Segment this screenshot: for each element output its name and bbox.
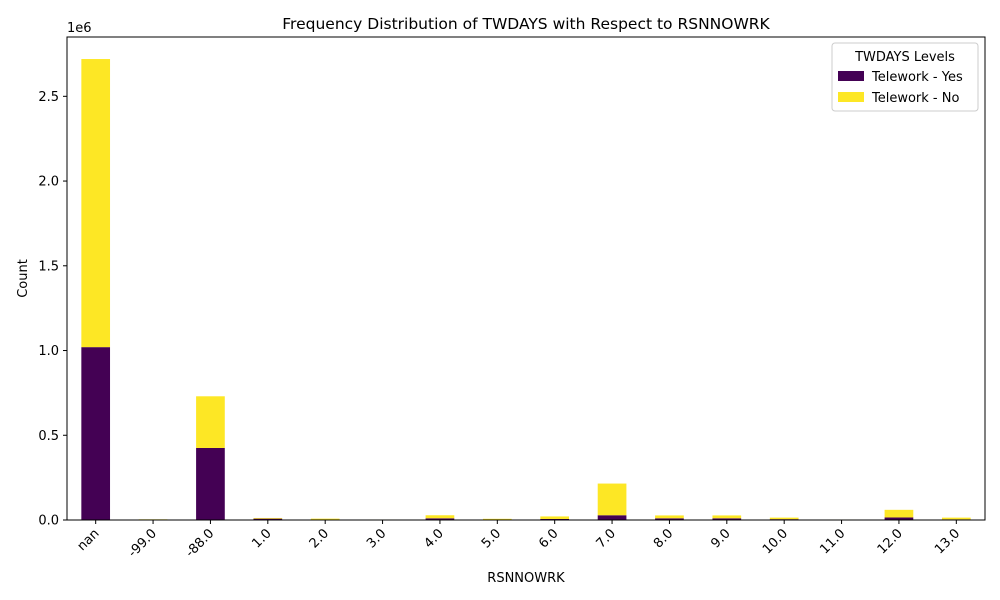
y-axis-offset-label: 1e6 — [67, 21, 92, 36]
x-tick-label: 13.0 — [932, 526, 963, 557]
bar-telework-yes-3 — [253, 518, 283, 520]
x-tick-label: 2.0 — [307, 526, 332, 551]
x-tick-label: -88.0 — [183, 526, 217, 560]
legend-swatch-telework-no — [838, 92, 864, 102]
bar-telework-no-14 — [884, 509, 914, 518]
bar-telework-no-11 — [712, 515, 742, 519]
bar-telework-yes-0 — [81, 347, 111, 520]
y-tick-label: 2.5 — [38, 90, 59, 105]
bar-telework-yes-8 — [540, 518, 570, 520]
x-tick-label: 1.0 — [249, 526, 274, 551]
x-axis-label: RSNNOWRK — [487, 571, 565, 586]
y-tick-label: 1.5 — [38, 259, 59, 274]
bar-telework-yes-10 — [655, 518, 684, 520]
bar-telework-yes-6 — [425, 518, 455, 520]
bar-telework-no-10 — [655, 515, 684, 519]
y-ticks-group: 0.0 0.5 1.0 1.5 2.0 2.5 — [38, 90, 67, 529]
y-axis-label: Count — [16, 259, 31, 298]
bar-telework-no-4 — [310, 518, 340, 520]
x-tick-label: 7.0 — [594, 526, 619, 551]
x-ticks-group: nan -99.0 -88.0 1.0 2.0 3.0 4.0 5.0 6.0 7.0 8.0 9.0… — [75, 520, 963, 561]
plot-frame — [66, 36, 986, 521]
bar-telework-yes-11 — [712, 518, 742, 520]
y-tick-label: 0.5 — [38, 429, 59, 444]
bars-group — [81, 59, 971, 520]
legend-box — [831, 42, 979, 112]
bar-telework-yes-9 — [597, 515, 627, 520]
x-tick-label: 10.0 — [760, 526, 791, 557]
x-tick-label: 3.0 — [364, 526, 389, 551]
x-tick-label: 4.0 — [422, 526, 447, 551]
x-tick-label: 5.0 — [479, 526, 504, 551]
x-tick-label: 6.0 — [536, 526, 561, 551]
bar-telework-no-0 — [81, 59, 111, 348]
bar-telework-no-2 — [196, 396, 225, 448]
y-tick-label: 1.0 — [38, 344, 59, 359]
y-tick-label: 2.0 — [38, 175, 59, 190]
x-tick-label: nan — [75, 526, 103, 554]
chart-title: Frequency Distribution of TWDAYS with Re… — [282, 15, 770, 33]
legend-swatch-telework-yes — [838, 71, 864, 81]
bar-telework-yes-14 — [884, 517, 914, 520]
x-tick-label: -99.0 — [125, 526, 159, 560]
y-tick-label: 0.0 — [38, 514, 59, 529]
x-tick-label: 8.0 — [651, 526, 676, 551]
bar-telework-no-7 — [482, 518, 512, 520]
x-tick-label: 9.0 — [708, 526, 733, 551]
x-tick-label: 12.0 — [875, 526, 906, 557]
legend-label-telework-no: Telework - No — [871, 91, 959, 106]
bar-telework-no-15 — [941, 517, 971, 520]
bar-telework-no-3 — [253, 517, 283, 519]
bar-telework-no-8 — [540, 516, 570, 519]
legend: TWDAYS Levels Telework - Yes Telework - … — [831, 42, 979, 112]
bar-telework-no-9 — [597, 483, 627, 516]
bar-telework-no-6 — [425, 515, 455, 519]
bar-telework-yes-2 — [196, 447, 225, 520]
legend-label-telework-yes: Telework - Yes — [871, 70, 963, 85]
x-tick-label: 11.0 — [817, 526, 848, 557]
legend-title: TWDAYS Levels — [854, 50, 955, 65]
bar-telework-no-12 — [769, 517, 799, 520]
